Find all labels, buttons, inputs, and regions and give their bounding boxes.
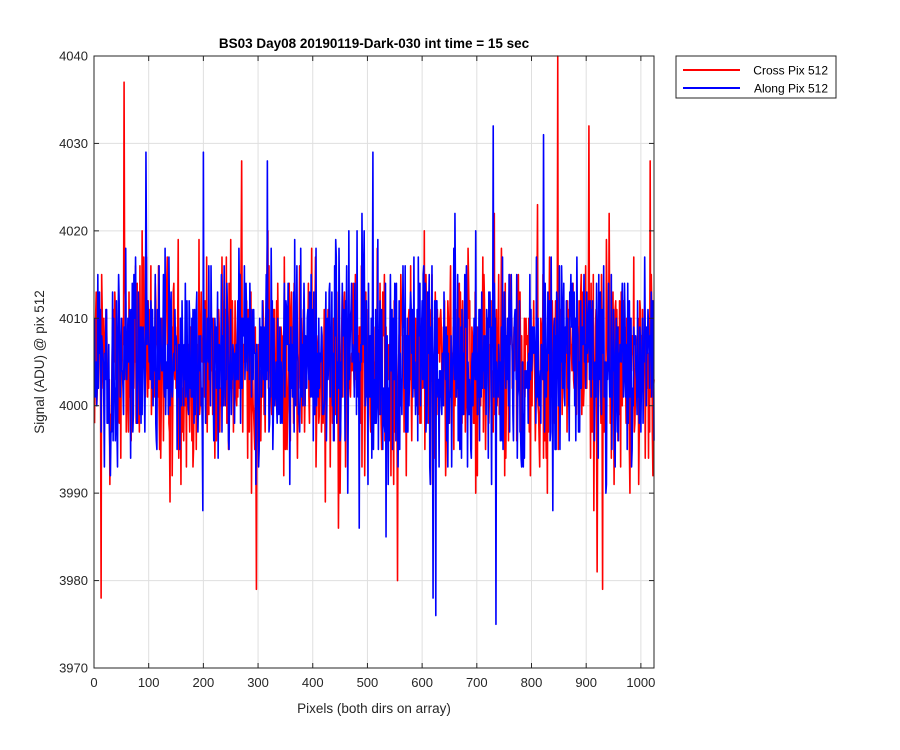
y-tick-label: 4010	[59, 311, 88, 326]
x-axis-label: Pixels (both dirs on array)	[297, 701, 451, 716]
legend-label-along: Along Pix 512	[754, 82, 828, 96]
y-axis-label: Signal (ADU) @ pix 512	[32, 290, 47, 434]
axes-box	[93, 55, 655, 669]
x-tick-label: 300	[247, 675, 269, 690]
x-tick-label: 500	[357, 675, 379, 690]
y-tick-label: 3980	[59, 573, 88, 588]
legend-label-cross: Cross Pix 512	[753, 64, 828, 78]
x-tick-label: 600	[411, 675, 433, 690]
x-tick-label: 800	[521, 675, 543, 690]
chart-title: BS03 Day08 20190119-Dark-030 int time = …	[219, 36, 530, 51]
y-tick-label: 4030	[59, 136, 88, 151]
plot-area: 0 100 200 300 400 500 600 700 800 900 1000 3970 3980…	[59, 49, 655, 691]
x-tick-label: 100	[138, 675, 160, 690]
y-tick-label: 4000	[59, 398, 88, 413]
y-tick-label: 4040	[59, 49, 88, 64]
legend: Cross Pix 512 Along Pix 512	[675, 55, 837, 99]
x-tick-label: 1000	[626, 675, 655, 690]
y-tick-label: 3990	[59, 486, 88, 501]
x-tick-label: 0	[90, 675, 97, 690]
y-tick-label: 4020	[59, 223, 88, 238]
x-tick-label: 900	[575, 675, 597, 690]
x-tick-label: 700	[466, 675, 488, 690]
series-layer	[93, 55, 655, 626]
y-tick-label: 3970	[59, 661, 88, 676]
series-line-along-pix	[93, 125, 655, 626]
x-tick-label: 400	[302, 675, 324, 690]
legend-box	[675, 55, 837, 99]
x-tick-label: 200	[193, 675, 215, 690]
ticks: 0 100 200 300 400 500 600 700 800 900 1000 3970 3980…	[59, 49, 655, 691]
